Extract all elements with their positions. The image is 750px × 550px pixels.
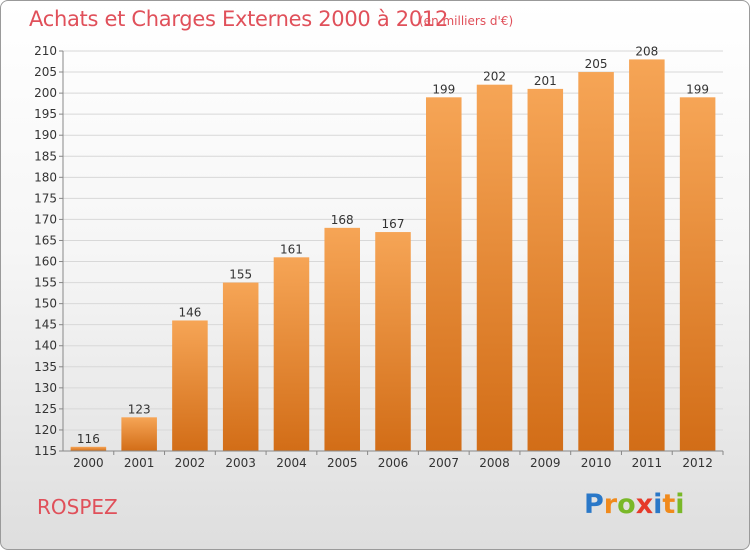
bar-2007 <box>426 97 462 451</box>
chart-title: Achats et Charges Externes 2000 à 2012 <box>29 7 449 31</box>
y-tick-label: 160 <box>34 255 57 269</box>
y-tick-label: 115 <box>34 444 57 458</box>
y-tick-label: 145 <box>34 318 57 332</box>
y-tick-label: 135 <box>34 360 57 374</box>
data-label: 208 <box>635 44 658 58</box>
x-tick-label: 2006 <box>378 456 409 470</box>
x-tick-label: 2011 <box>632 456 663 470</box>
bar-2008 <box>476 84 513 452</box>
data-label: 168 <box>331 213 354 227</box>
data-label: 202 <box>483 70 506 84</box>
logo-letter: P <box>584 489 604 520</box>
logo-letter: i <box>675 489 685 520</box>
y-tick-label: 140 <box>34 339 57 353</box>
x-tick-label: 2000 <box>73 456 104 470</box>
y-tick-label: 125 <box>34 402 57 416</box>
data-label: 123 <box>128 402 151 416</box>
bar-2004 <box>273 257 310 451</box>
y-tick-label: 130 <box>34 381 57 395</box>
x-tick-label: 2012 <box>682 456 713 470</box>
y-tick-label: 170 <box>34 212 57 226</box>
data-label: 155 <box>229 268 252 282</box>
data-label: 167 <box>382 217 405 231</box>
y-tick-label: 165 <box>34 233 57 247</box>
bar-2006 <box>375 232 411 451</box>
axes: 115 120 125 130 135 140 145 150 155 160 165 170 175 1… <box>34 44 724 470</box>
x-tick-label: 2007 <box>428 456 459 470</box>
proxiti-logo: Proxiti <box>584 489 685 520</box>
y-tick-label: 190 <box>34 128 57 142</box>
bar-2005 <box>324 227 360 451</box>
bar-2002 <box>172 320 208 451</box>
x-tick-label: 2001 <box>124 456 155 470</box>
logo-letter: r <box>603 489 618 520</box>
data-label: 146 <box>178 305 201 319</box>
logo-letter: x <box>635 489 654 520</box>
y-tick-label: 180 <box>34 170 57 184</box>
x-tick-label: 2004 <box>276 456 307 470</box>
y-tick-label: 210 <box>34 44 57 58</box>
y-tick-label: 200 <box>34 86 57 100</box>
logo-letter: i <box>653 489 663 520</box>
y-tick-label: 205 <box>34 65 57 79</box>
y-tick-label: 120 <box>34 423 57 437</box>
x-tick-label: 2003 <box>225 456 256 470</box>
y-tick-label: 175 <box>34 191 57 205</box>
x-tick-label: 2010 <box>581 456 612 470</box>
x-tick-label: 2002 <box>175 456 206 470</box>
bar-2012 <box>679 97 716 451</box>
bar-2009 <box>527 88 564 451</box>
bars: 116 123 146 155 161 168 167 199 202 201 205 208 199 <box>70 44 716 452</box>
logo-letter: o <box>617 489 636 520</box>
city-name: ROSPEZ <box>37 495 118 519</box>
data-label: 116 <box>77 432 100 446</box>
data-label: 201 <box>534 74 557 88</box>
bar-2003 <box>222 282 259 451</box>
y-tick-label: 150 <box>34 297 57 311</box>
data-label: 161 <box>280 242 303 256</box>
bar-2000 <box>70 446 107 451</box>
bar-2001 <box>121 417 157 451</box>
bar-2011 <box>629 59 665 451</box>
bar-2010 <box>578 72 614 451</box>
chart-subtitle: (en milliers d'€) <box>419 14 514 28</box>
x-tick-label: 2009 <box>530 456 561 470</box>
data-label: 199 <box>432 82 455 96</box>
x-tick-label: 2008 <box>479 456 510 470</box>
y-tick-label: 185 <box>34 149 57 163</box>
logo-letter: t <box>662 489 676 520</box>
y-tick-label: 155 <box>34 276 57 290</box>
data-label: 205 <box>585 57 608 71</box>
y-tick-label: 195 <box>34 107 57 121</box>
x-tick-label: 2005 <box>327 456 358 470</box>
data-label: 199 <box>686 82 709 96</box>
